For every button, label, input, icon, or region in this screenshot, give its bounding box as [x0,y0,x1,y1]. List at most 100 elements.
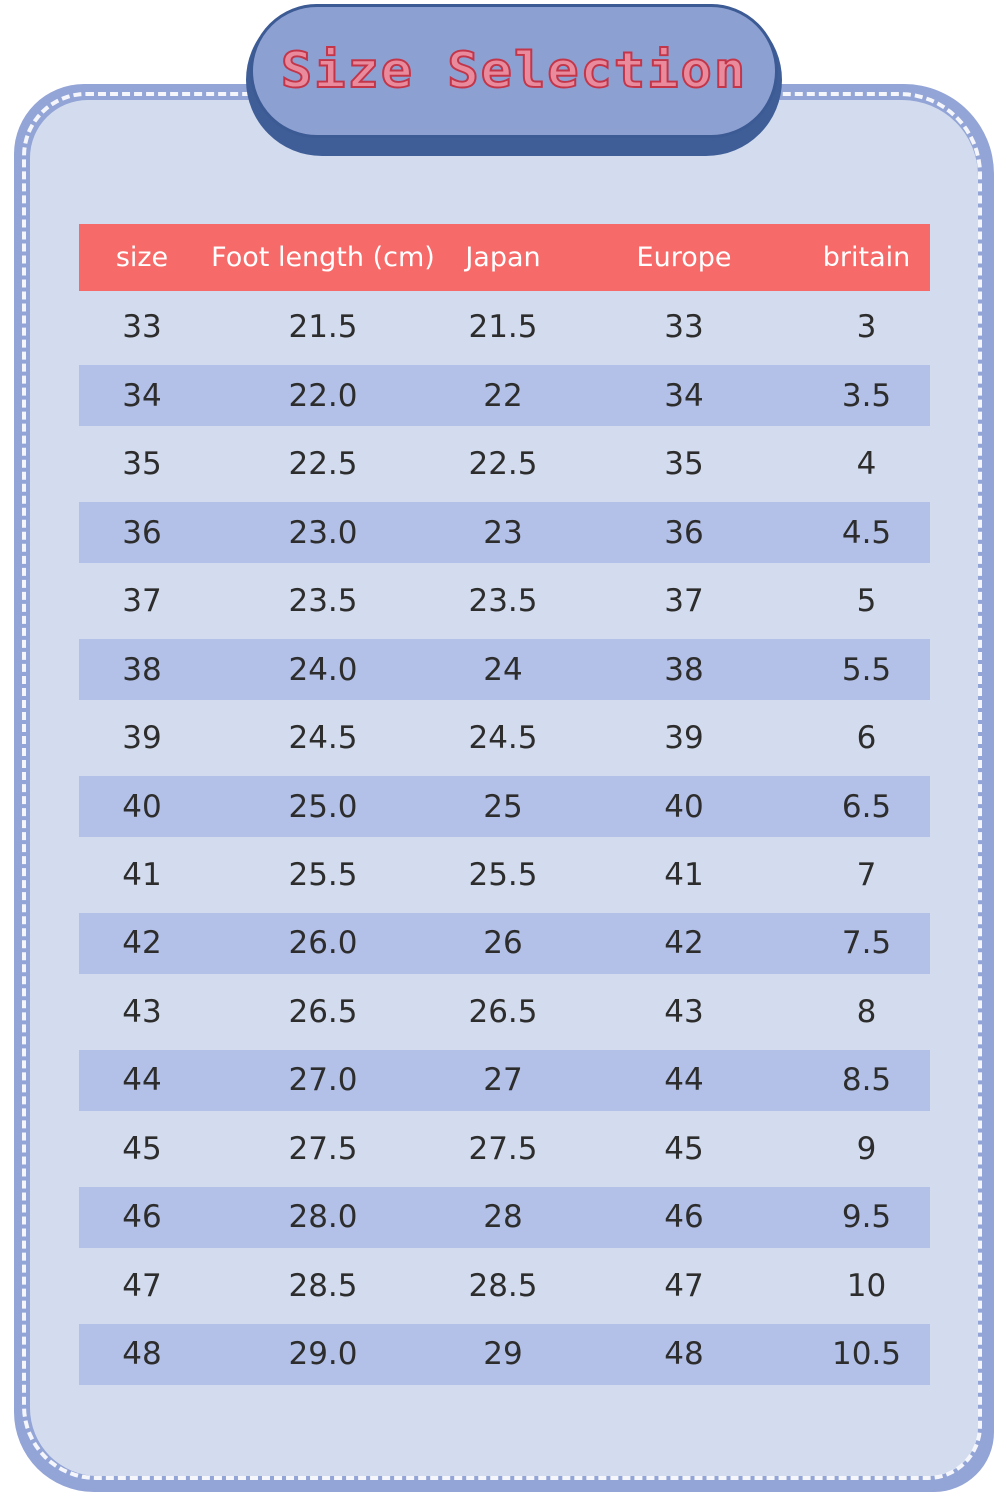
table-cell: 10.5 [831,1336,902,1373]
table-row: 34 22.0 22 34 3.5 [79,361,930,429]
table-cell: 24.5 [288,720,358,757]
table-header: size Foot length (cm) Japan Europe britain [79,224,930,291]
size-table: size Foot length (cm) Japan Europe britain 3… [79,224,930,1389]
table-cell: 45 [122,1130,162,1167]
table-cell: 8.5 [841,1062,892,1099]
table-cell: 6 [856,720,877,757]
table-cell: 9 [856,1130,877,1167]
title-banner: Size Selection [250,4,778,138]
table-cell: 26.5 [288,993,358,1030]
table-cell: 10 [846,1267,887,1304]
table-cell: 34 [664,377,704,414]
column-header: Europe [636,242,732,273]
table-row: 48 29.0 29 48 10.5 [79,1320,930,1388]
table-row: 44 27.0 27 44 8.5 [79,1046,930,1114]
table-cell: 42 [664,925,704,962]
table-row: 39 24.5 24.5 39 6 [79,704,930,772]
table-cell: 22 [483,377,523,414]
table-cell: 44 [122,1062,162,1099]
table-cell: 38 [664,651,704,688]
table-cell: 23.5 [468,583,538,620]
table-cell: 3.5 [841,377,892,414]
table-cell: 37 [122,583,162,620]
table-cell: 26.0 [288,925,358,962]
table-row: 40 25.0 25 40 6.5 [79,772,930,840]
table-cell: 7.5 [841,925,892,962]
table-cell: 3 [856,309,877,346]
table-cell: 40 [122,788,162,825]
table-cell: 28.0 [288,1199,358,1236]
table-cell: 44 [664,1062,704,1099]
table-cell: 8 [856,993,877,1030]
table-cell: 35 [122,446,162,483]
table-row: 33 21.5 21.5 33 3 [79,293,930,361]
table-row: 41 25.5 25.5 41 7 [79,841,930,909]
table-cell: 47 [664,1267,704,1304]
table-cell: 22.5 [288,446,358,483]
table-cell: 42 [122,925,162,962]
table-cell: 34 [122,377,162,414]
table-cell: 5.5 [841,651,892,688]
table-cell: 4.5 [841,514,892,551]
table-row: 37 23.5 23.5 37 5 [79,567,930,635]
column-header: britain [822,242,911,273]
table-cell: 46 [122,1199,162,1236]
column-header: Foot length (cm) [211,242,435,273]
table-cell: 23.5 [288,583,358,620]
table-cell: 28.5 [468,1267,538,1304]
table-cell: 37 [664,583,704,620]
table-cell: 6.5 [841,788,892,825]
table-cell: 48 [664,1336,704,1373]
table-row: 42 26.0 26 42 7.5 [79,909,930,977]
table-cell: 39 [664,720,704,757]
column-header: size [115,242,169,273]
table-cell: 9.5 [841,1199,892,1236]
table-row: 43 26.5 26.5 43 8 [79,978,930,1046]
table-cell: 28 [483,1199,523,1236]
table-cell: 45 [664,1130,704,1167]
table-cell: 40 [664,788,704,825]
table-cell: 41 [122,856,162,893]
table-cell: 33 [664,309,704,346]
table-cell: 48 [122,1336,162,1373]
table-cell: 21.5 [468,309,538,346]
table-cell: 22.5 [468,446,538,483]
table-cell: 41 [664,856,704,893]
table-cell: 25.0 [288,788,358,825]
page-title: Size Selection [280,42,748,101]
table-cell: 27.5 [288,1130,358,1167]
table-cell: 47 [122,1267,162,1304]
table-row: 35 22.5 22.5 35 4 [79,430,930,498]
table-cell: 27.0 [288,1062,358,1099]
table-cell: 33 [122,309,162,346]
table-row: 36 23.0 23 36 4.5 [79,498,930,566]
table-cell: 25.5 [468,856,538,893]
table-cell: 36 [664,514,704,551]
table-cell: 4 [856,446,877,483]
table-cell: 28.5 [288,1267,358,1304]
column-header: Japan [465,242,541,273]
table-cell: 23.0 [288,514,358,551]
table-cell: 25 [483,788,523,825]
table-cell: 39 [122,720,162,757]
table-cell: 29 [483,1336,523,1373]
table-cell: 7 [856,856,877,893]
table-cell: 43 [664,993,704,1030]
table-cell: 5 [856,583,877,620]
table-cell: 22.0 [288,377,358,414]
table-row: 45 27.5 27.5 45 9 [79,1115,930,1183]
table-cell: 21.5 [288,309,358,346]
table-cell: 27 [483,1062,523,1099]
table-cell: 35 [664,446,704,483]
table-row: 46 28.0 28 46 9.5 [79,1183,930,1251]
table-cell: 24 [483,651,523,688]
table-cell: 38 [122,651,162,688]
table-cell: 27.5 [468,1130,538,1167]
table-cell: 46 [664,1199,704,1236]
table-row: 38 24.0 24 38 5.5 [79,635,930,703]
table-cell: 26.5 [468,993,538,1030]
table-cell: 25.5 [288,856,358,893]
table-cell: 24.0 [288,651,358,688]
table-cell: 43 [122,993,162,1030]
table-row: 47 28.5 28.5 47 10 [79,1252,930,1320]
